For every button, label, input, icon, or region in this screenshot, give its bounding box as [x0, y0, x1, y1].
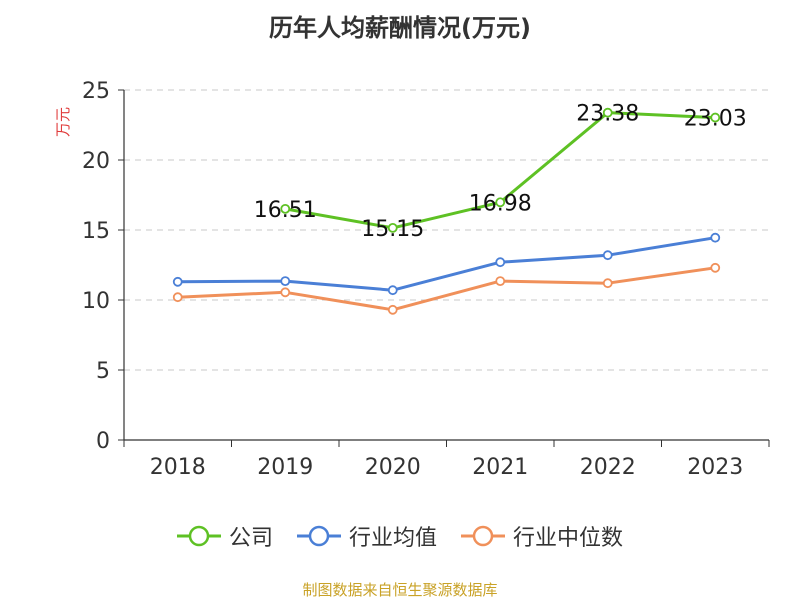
data-point-industry-median[interactable]	[602, 278, 613, 289]
y-axis-label: 万元	[54, 107, 72, 137]
series-lines	[172, 107, 721, 315]
x-tick-label: 2022	[580, 455, 636, 480]
data-label-company: 23.03	[684, 107, 747, 132]
data-point-company[interactable]	[495, 197, 506, 208]
data-point-industry-median[interactable]	[172, 292, 183, 303]
series-line-industry-average	[177, 236, 716, 292]
data-labels: 16.51 15.15 16.98 23.38 23.03	[254, 102, 747, 242]
data-label-company: 23.38	[576, 102, 639, 127]
data-point-industry-average[interactable]	[495, 257, 506, 268]
y-tick-labels: 0 5 10 15 20 25	[82, 79, 110, 454]
data-point-company[interactable]	[710, 112, 721, 123]
y-tick-label: 0	[96, 429, 110, 454]
legend-marker-industry-average	[296, 525, 341, 547]
data-point-company[interactable]	[387, 222, 398, 233]
legend: 公司 行业均值 行业中位数	[0, 520, 800, 552]
data-point-industry-average[interactable]	[602, 250, 613, 261]
axes	[118, 89, 770, 447]
legend-label-industry-median: 行业中位数	[513, 526, 624, 551]
legend-item-industry-average[interactable]: 行业均值	[296, 520, 437, 552]
data-point-industry-median[interactable]	[710, 262, 721, 273]
data-point-industry-median[interactable]	[280, 287, 291, 298]
line-chart: 0 5 10 15 20 25 2018 2019 2020 2021 2022 2023 16.5…	[54, 79, 770, 480]
data-label-company: 15.15	[361, 217, 424, 242]
y-tick-label: 15	[82, 219, 110, 244]
source-note: 制图数据来自恒生聚源数据库	[302, 581, 498, 599]
legend-item-industry-median[interactable]: 行业中位数	[461, 520, 623, 552]
data-point-industry-average[interactable]	[710, 232, 721, 243]
data-point-industry-average[interactable]	[172, 276, 183, 287]
legend-label-company: 公司	[228, 526, 273, 551]
data-point-industry-median[interactable]	[495, 276, 506, 287]
legend-item-company[interactable]: 公司	[176, 520, 273, 552]
x-tick-label: 2019	[257, 455, 313, 480]
y-tick-label: 10	[82, 289, 110, 314]
y-tick-label: 25	[82, 79, 110, 104]
series-line-industry-median	[177, 266, 716, 312]
x-tick-label: 2023	[687, 455, 743, 480]
data-point-company[interactable]	[602, 107, 613, 118]
y-tick-label: 5	[96, 359, 110, 384]
x-tick-labels: 2018 2019 2020 2021 2022 2023	[150, 455, 744, 480]
data-point-industry-average[interactable]	[387, 285, 398, 296]
gridlines	[124, 89, 769, 371]
x-tick-label: 2021	[472, 455, 528, 480]
x-tick-label: 2020	[365, 455, 421, 480]
data-point-company[interactable]	[280, 203, 291, 214]
y-tick-label: 20	[82, 149, 110, 174]
legend-label-industry-average: 行业均值	[348, 526, 437, 551]
legend-marker-company	[176, 525, 221, 547]
data-point-industry-average[interactable]	[280, 276, 291, 287]
data-label-company: 16.51	[254, 198, 317, 223]
data-label-company: 16.98	[469, 191, 532, 216]
chart-title: 历年人均薪酬情况(万元)	[269, 14, 531, 42]
legend-marker-industry-median	[461, 525, 505, 547]
x-tick-label: 2018	[150, 455, 206, 480]
data-point-industry-median[interactable]	[387, 304, 398, 315]
